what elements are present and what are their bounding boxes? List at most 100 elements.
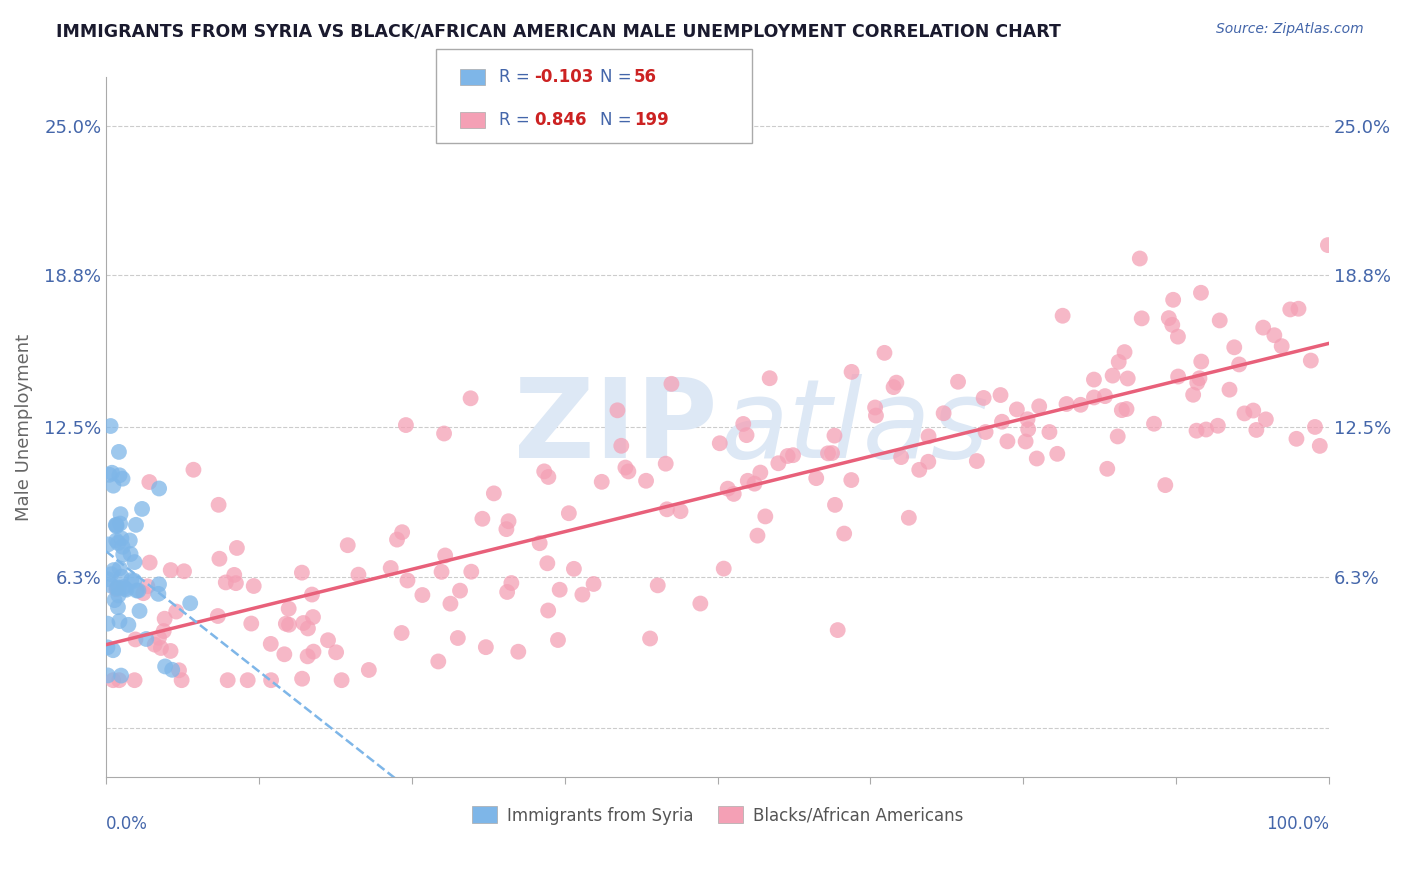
Point <box>713 561 735 575</box>
Point <box>274 616 297 631</box>
Point <box>990 388 1012 402</box>
Point <box>170 673 193 688</box>
Point <box>1005 402 1028 417</box>
Point <box>1206 418 1229 433</box>
Text: 0.846: 0.846 <box>534 111 586 128</box>
Text: N =: N = <box>600 69 637 87</box>
Point <box>1129 252 1152 266</box>
Y-axis label: Male Unemployment: Male Unemployment <box>15 334 32 521</box>
Point <box>110 507 132 521</box>
Text: N =: N = <box>600 111 637 128</box>
Point <box>1111 403 1133 417</box>
Point <box>1188 371 1211 385</box>
Point <box>827 623 849 637</box>
Point <box>105 582 128 597</box>
Point <box>865 409 887 423</box>
Point <box>758 371 780 385</box>
Point <box>108 561 131 575</box>
Point <box>1187 376 1209 390</box>
Point <box>103 593 125 607</box>
Point <box>723 487 745 501</box>
Point <box>302 610 325 624</box>
Point <box>215 575 238 590</box>
Point <box>1251 320 1274 334</box>
Point <box>647 578 669 592</box>
Point <box>832 526 855 541</box>
Point <box>1017 412 1039 426</box>
Point <box>883 380 905 394</box>
Point <box>179 596 201 610</box>
Point <box>1028 400 1050 414</box>
Point <box>165 605 187 619</box>
Point <box>917 455 939 469</box>
Point <box>1167 369 1189 384</box>
Point <box>148 631 170 645</box>
Point <box>108 516 131 531</box>
Point <box>97 572 120 586</box>
Point <box>225 541 247 555</box>
Point <box>1189 285 1212 300</box>
Point <box>1161 318 1184 332</box>
Point <box>1246 423 1268 437</box>
Point <box>873 346 896 360</box>
Point <box>1038 425 1060 439</box>
Point <box>1209 313 1232 327</box>
Text: 100.0%: 100.0% <box>1265 815 1329 833</box>
Point <box>841 365 863 379</box>
Point <box>217 673 239 688</box>
Point <box>207 609 229 624</box>
Point <box>173 564 195 578</box>
Point <box>460 392 482 406</box>
Point <box>291 672 314 686</box>
Point <box>496 585 519 599</box>
Point <box>225 576 247 591</box>
Text: 0.0%: 0.0% <box>107 815 148 833</box>
Point <box>1083 391 1105 405</box>
Point <box>571 588 593 602</box>
Point <box>153 659 176 673</box>
Point <box>863 401 886 415</box>
Point <box>498 514 520 528</box>
Point <box>636 474 658 488</box>
Point <box>108 614 131 628</box>
Point <box>495 522 517 536</box>
Point <box>733 417 755 431</box>
Point <box>357 663 380 677</box>
Point <box>132 586 155 600</box>
Point <box>97 668 120 682</box>
Point <box>717 482 740 496</box>
Point <box>1056 397 1078 411</box>
Point <box>120 573 142 587</box>
Point <box>110 532 132 546</box>
Point <box>385 533 408 547</box>
Point <box>242 579 264 593</box>
Point <box>330 673 353 688</box>
Point <box>124 632 146 647</box>
Point <box>533 464 555 478</box>
Point <box>149 640 172 655</box>
Point <box>1271 339 1294 353</box>
Point <box>1299 353 1322 368</box>
Point <box>325 645 347 659</box>
Point <box>127 583 149 598</box>
Point <box>128 604 150 618</box>
Point <box>1303 420 1326 434</box>
Point <box>98 467 121 482</box>
Point <box>536 556 558 570</box>
Point <box>744 476 766 491</box>
Point <box>207 498 229 512</box>
Point <box>277 601 299 615</box>
Point <box>105 517 128 532</box>
Point <box>103 563 125 577</box>
Point <box>886 376 908 390</box>
Point <box>966 454 988 468</box>
Point <box>824 498 846 512</box>
Point <box>974 425 997 439</box>
Point <box>1233 406 1256 420</box>
Point <box>1116 371 1139 385</box>
Point <box>449 583 471 598</box>
Text: -0.103: -0.103 <box>534 69 593 87</box>
Point <box>735 428 758 442</box>
Point <box>1241 403 1264 417</box>
Point <box>104 518 127 533</box>
